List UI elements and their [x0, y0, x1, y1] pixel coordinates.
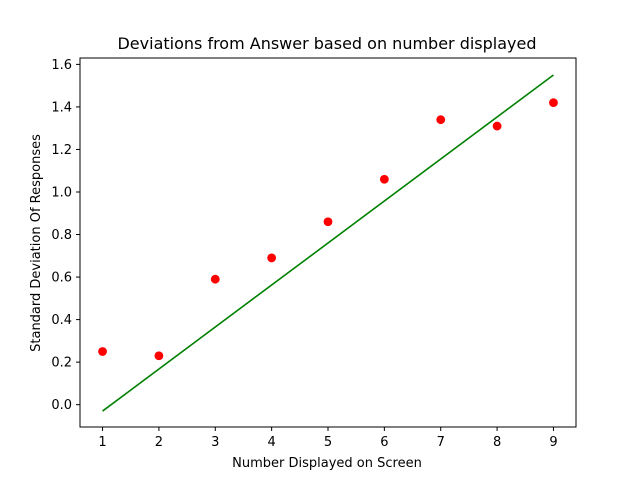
fit-line — [102, 74, 554, 412]
y-tick-label: 1.4 — [51, 100, 72, 115]
x-axis-label: Number Displayed on Screen — [232, 456, 422, 471]
y-tick-label: 0.8 — [51, 228, 72, 243]
x-tick-label: 7 — [437, 435, 445, 450]
y-tick-label: 0.6 — [51, 271, 72, 286]
y-tick-label: 1.0 — [51, 185, 72, 200]
data-point-8 — [492, 121, 502, 131]
x-tick-label: 8 — [493, 435, 501, 450]
x-tick-label: 4 — [267, 435, 275, 450]
data-point-1 — [98, 347, 107, 356]
x-tick-label: 2 — [155, 435, 163, 450]
x-tick-label: 9 — [549, 435, 557, 450]
data-point-2 — [154, 351, 164, 361]
y-tick-label: 0.4 — [51, 313, 72, 328]
axes: 1 2 3 4 5 6 7 8 9 0.0 0.2 0.4 0.6 0.8 1.0 1.2 1.4 1.6 — [51, 57, 577, 450]
data-point-7 — [436, 115, 446, 125]
y-axis-label: Standard Deviation Of Responses — [29, 134, 44, 352]
x-tick-label: 3 — [211, 435, 219, 450]
x-tick-label: 5 — [324, 435, 332, 450]
y-tick-label: 1.2 — [51, 143, 72, 158]
data-point-3 — [210, 274, 220, 284]
data-point-6 — [379, 174, 389, 184]
plot-area — [98, 74, 558, 412]
x-tick-label: 6 — [380, 435, 388, 450]
y-tick-label: 0.2 — [51, 356, 72, 371]
data-point-4 — [267, 253, 277, 263]
data-point-9 — [549, 98, 558, 108]
chart-title: Deviations from Answer based on number d… — [117, 34, 536, 53]
y-tick-label: 0.0 — [51, 398, 72, 413]
y-tick-label: 1.6 — [51, 58, 72, 73]
x-tick-label: 1 — [98, 435, 106, 450]
data-point-5 — [323, 217, 333, 227]
